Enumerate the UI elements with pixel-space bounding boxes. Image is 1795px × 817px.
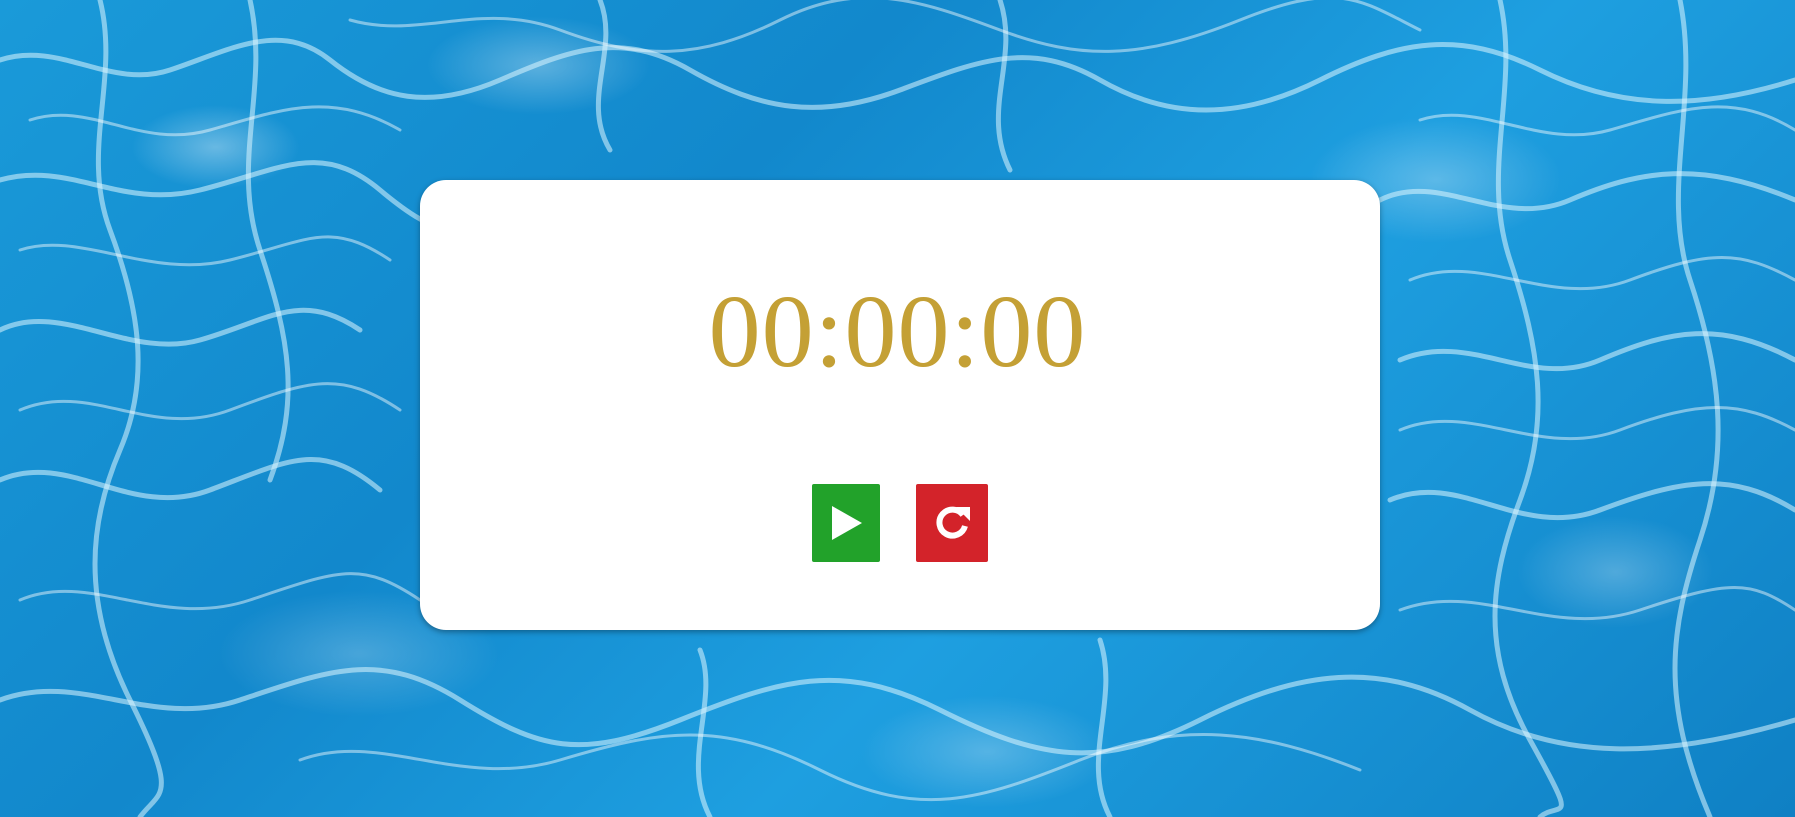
reset-icon <box>936 506 970 539</box>
timer-controls <box>812 484 988 562</box>
time-display: 00:00:00 <box>708 274 1087 389</box>
play-button[interactable] <box>812 484 880 562</box>
play-icon <box>832 506 862 540</box>
timer-card <box>420 180 1380 630</box>
reset-button[interactable] <box>916 484 988 562</box>
